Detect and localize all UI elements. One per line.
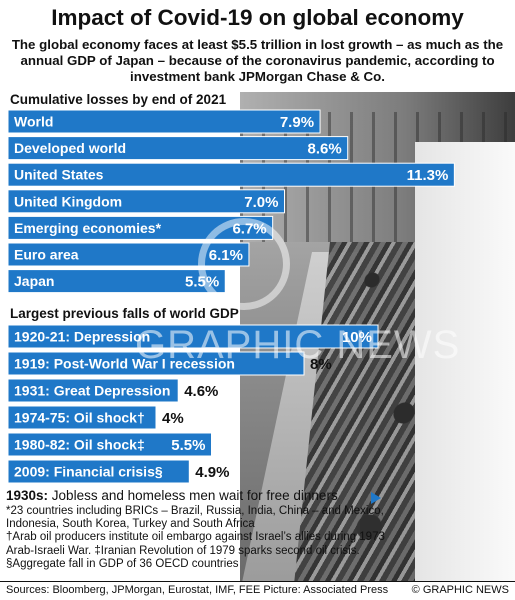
bar-1-5 [7, 459, 190, 484]
bar-category-label: 1919: Post-World War I recession [14, 356, 235, 372]
footnote-countries: *23 countries including BRICs – Brazil, … [6, 505, 384, 531]
bar-category-label: 1920-21: Depression [14, 329, 150, 345]
sources: Sources: Bloomberg, JPMorgan, Eurostat, … [6, 584, 389, 596]
bar-value-label: 5.5% [171, 437, 205, 454]
bar-category-label: 1980-82: Oil shock‡ [14, 437, 145, 453]
bar-1-3 [7, 405, 157, 430]
bar-value-label: 8.6% [307, 141, 341, 158]
photo-caption: 1930s: Jobless and homeless men wait for… [6, 488, 366, 504]
caption-lead: 1930s: [6, 488, 49, 503]
bar-value-label: 6.7% [232, 220, 266, 237]
bar-category-label: 2009: Financial crisis§ [14, 464, 163, 480]
footer-rule [0, 581, 515, 582]
bar-category-label: Developed world [14, 140, 126, 156]
credit: © GRAPHIC NEWS [411, 584, 509, 596]
chart-title-previous-falls: Largest previous falls of world GDP [10, 306, 239, 321]
chart-title-losses: Cumulative losses by end of 2021 [10, 92, 227, 107]
footnotes: *23 countries including BRICs – Brazil, … [6, 505, 386, 571]
bar-value-label: 8% [310, 356, 332, 373]
bar-1-1 [7, 351, 305, 376]
bar-value-label: 4.9% [195, 464, 229, 481]
bar-category-label: United States [14, 167, 104, 183]
bar-0-2 [7, 162, 455, 187]
bar-category-label: 1931: Great Depression [14, 383, 170, 399]
bar-0-1 [7, 136, 349, 161]
bar-value-label: 7.9% [280, 114, 314, 131]
bar-value-label: 4% [162, 410, 184, 427]
bar-0-6 [7, 269, 226, 294]
bar-value-label: 10% [342, 329, 372, 346]
bar-category-label: Euro area [14, 247, 79, 263]
bar-0-0 [7, 109, 321, 134]
bar-value-label: 6.1% [209, 247, 243, 264]
bar-category-label: Japan [14, 273, 54, 289]
bar-1-2 [7, 378, 179, 403]
caption-arrow-icon [371, 492, 381, 504]
photo-awning [415, 142, 515, 582]
bar-1-4 [7, 432, 212, 457]
bar-category-label: World [14, 114, 53, 130]
bar-value-label: 4.6% [184, 383, 218, 400]
caption-text: Jobless and homeless men wait for free d… [48, 488, 338, 503]
bar-0-5 [7, 242, 250, 267]
bar-category-label: Emerging economies* [14, 220, 162, 236]
bar-category-label: United Kingdom [14, 193, 122, 209]
bar-0-3 [7, 189, 285, 214]
bar-category-label: 1974-75: Oil shock† [14, 410, 145, 426]
bar-value-label: 5.5% [185, 274, 219, 291]
headline: Impact of Covid-19 on global economy [51, 5, 464, 30]
bar-value-label: 7.0% [244, 194, 278, 211]
standfirst: The global economy faces at least $5.5 t… [11, 37, 504, 84]
footnote-oil: †Arab oil producers institute oil embarg… [6, 531, 385, 570]
bar-value-label: 11.3% [407, 167, 449, 184]
bar-1-0 [7, 324, 379, 349]
